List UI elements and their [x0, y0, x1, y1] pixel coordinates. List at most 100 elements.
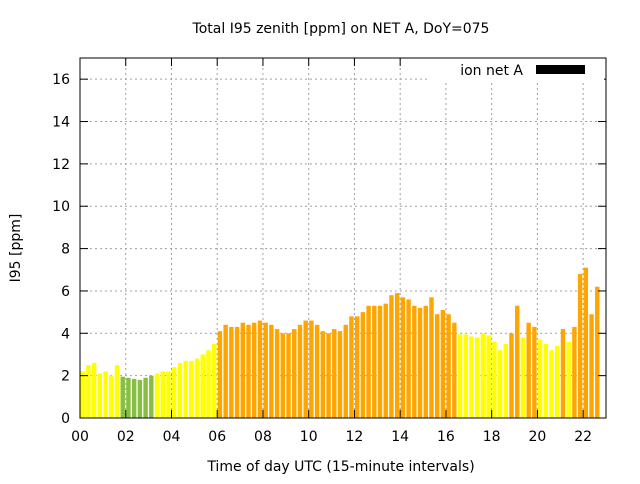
y-tick-label: 14 [52, 115, 70, 131]
bar [440, 310, 446, 418]
x-tick-label: 10 [300, 429, 318, 445]
bar [229, 326, 234, 418]
bar [337, 331, 343, 418]
bar [303, 320, 308, 418]
bar [343, 324, 348, 418]
bar [120, 376, 125, 418]
bar [589, 314, 594, 418]
bar [509, 333, 514, 418]
bar [389, 295, 394, 418]
bar [280, 333, 286, 418]
bar [377, 305, 383, 418]
bar [183, 360, 188, 418]
bar [171, 367, 177, 418]
bar [80, 371, 85, 418]
bar [114, 365, 120, 418]
bar [332, 329, 337, 418]
bar [206, 350, 211, 418]
bar [217, 331, 223, 418]
bar [383, 303, 388, 418]
bar [372, 305, 377, 418]
bar [469, 336, 474, 418]
bar [91, 362, 97, 418]
bar [486, 335, 491, 418]
legend-background [428, 58, 604, 80]
bar [103, 371, 108, 418]
bar [446, 314, 451, 418]
y-tick-label: 6 [61, 284, 70, 300]
bar [492, 341, 497, 418]
bar [429, 297, 434, 418]
bar [457, 334, 463, 418]
x-tick-label: 00 [71, 429, 89, 445]
bar [234, 326, 240, 418]
bar [292, 329, 297, 418]
bar [412, 305, 417, 418]
bar [131, 378, 137, 418]
legend-swatch [536, 65, 585, 74]
x-tick-label: 16 [437, 429, 455, 445]
x-axis-label: Time of day UTC (15-minute intervals) [206, 459, 474, 475]
bars [80, 267, 600, 418]
x-tick-label: 22 [574, 429, 592, 445]
y-tick-label: 12 [52, 157, 70, 173]
bar [126, 377, 131, 418]
y-tick-label: 10 [52, 199, 70, 215]
bar [503, 343, 509, 418]
bar [149, 375, 154, 418]
y-tick-label: 4 [61, 326, 70, 342]
bar [252, 322, 257, 418]
bar [537, 339, 543, 418]
bar [463, 334, 468, 418]
bar [154, 373, 160, 418]
bar [434, 314, 440, 418]
bar [137, 379, 143, 418]
bar [160, 371, 165, 418]
bar [480, 333, 486, 418]
x-tick-label: 14 [391, 429, 409, 445]
bar [240, 322, 246, 418]
bar [320, 331, 326, 418]
bar [406, 299, 411, 418]
bar [326, 333, 331, 418]
bar [583, 267, 589, 418]
bar [572, 326, 577, 418]
bar [269, 324, 274, 418]
bar [263, 322, 268, 418]
x-tick-label: 20 [528, 429, 546, 445]
bar [354, 316, 360, 418]
bar [366, 305, 371, 418]
plot-frame [79, 57, 607, 419]
bar [194, 358, 200, 418]
bar [475, 337, 480, 418]
bar [400, 297, 406, 418]
bar [212, 343, 217, 418]
bar [97, 373, 103, 418]
bar [417, 307, 423, 418]
bar [394, 293, 400, 418]
bar [109, 375, 114, 418]
bar [526, 322, 531, 418]
bar [223, 324, 228, 418]
bar [497, 350, 503, 418]
bar [86, 365, 91, 418]
bar [566, 341, 571, 418]
x-tick-label: 12 [346, 429, 364, 445]
x-tick-label: 08 [254, 429, 272, 445]
bar [555, 346, 560, 418]
bar [200, 354, 205, 418]
bar [177, 362, 183, 418]
y-tick-label: 8 [61, 242, 70, 258]
bar [189, 360, 194, 418]
bar [577, 274, 583, 418]
bar [257, 320, 263, 418]
bar [314, 324, 320, 418]
bar [166, 371, 171, 418]
x-tick-label: 06 [208, 429, 226, 445]
bar [309, 320, 314, 418]
bar [423, 305, 428, 418]
bar [560, 329, 566, 418]
y-tick-label: 2 [61, 369, 70, 385]
